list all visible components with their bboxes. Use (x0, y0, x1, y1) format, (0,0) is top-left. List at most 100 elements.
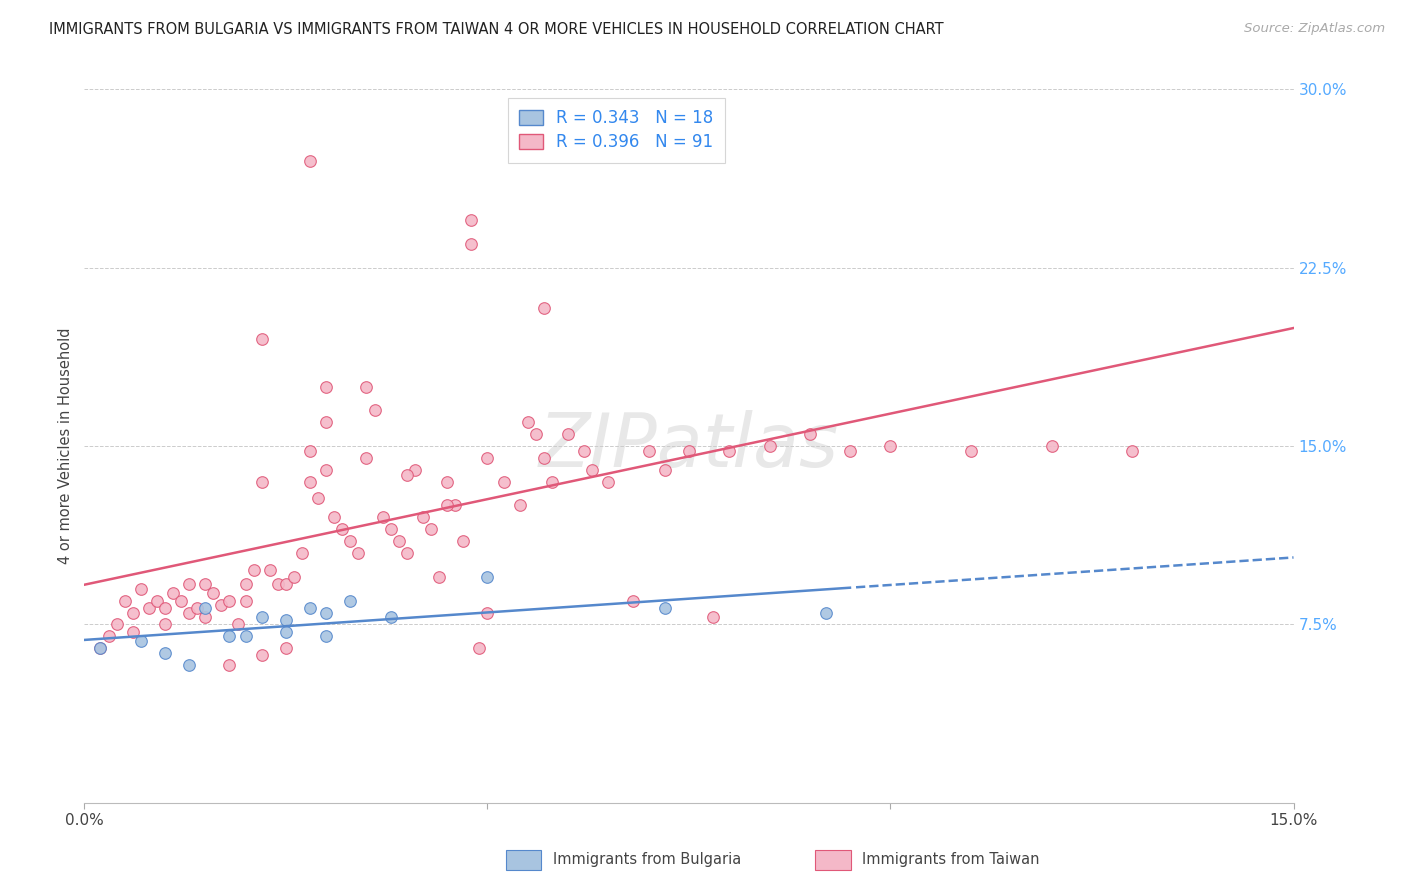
Point (477, 450, 499, 465)
Point (516, 415, 538, 429)
Point (572, 443, 595, 458)
Point (524, 427, 547, 442)
Point (581, 463, 603, 477)
Point (879, 439, 901, 453)
Point (412, 510, 434, 524)
Point (315, 606, 337, 620)
Point (202, 586, 225, 600)
Point (654, 463, 676, 477)
Point (283, 570, 305, 584)
Point (451, 534, 474, 549)
Text: Immigrants from Taiwan: Immigrants from Taiwan (862, 853, 1039, 867)
Point (235, 577, 257, 591)
Point (194, 610, 217, 624)
Point (218, 657, 240, 672)
Point (274, 613, 297, 627)
Point (1121, 443, 1143, 458)
Point (291, 546, 314, 560)
Point (460, 236, 482, 251)
Point (129, 634, 152, 648)
Point (235, 593, 257, 607)
Point (153, 646, 176, 660)
Point (121, 624, 143, 639)
Point (380, 522, 402, 536)
Point (388, 534, 411, 549)
Point (621, 593, 644, 607)
Point (179, 657, 201, 672)
Point (404, 463, 426, 477)
Point (380, 610, 402, 624)
Point (598, 475, 620, 489)
Text: ZIPatlas: ZIPatlas (538, 410, 839, 482)
Point (839, 443, 862, 458)
Point (468, 641, 491, 656)
Point (330, 522, 353, 536)
Point (153, 600, 176, 615)
Point (162, 586, 184, 600)
Point (250, 475, 273, 489)
Text: Source: ZipAtlas.com: Source: ZipAtlas.com (1244, 22, 1385, 36)
Point (509, 499, 531, 513)
Point (105, 617, 128, 632)
Point (179, 577, 201, 591)
Point (170, 593, 193, 607)
Point (146, 593, 169, 607)
Point (436, 475, 458, 489)
Point (637, 443, 659, 458)
Point (799, 427, 821, 442)
Point (323, 510, 346, 524)
Point (339, 534, 361, 549)
Point (371, 510, 394, 524)
Point (267, 577, 290, 591)
Point (654, 600, 676, 615)
Point (758, 439, 780, 453)
Point (533, 301, 555, 315)
Text: Immigrants from Bulgaria: Immigrants from Bulgaria (553, 853, 741, 867)
Point (274, 641, 297, 656)
Point (718, 443, 741, 458)
Point (315, 415, 337, 429)
Point (250, 332, 273, 346)
Point (299, 475, 322, 489)
Point (259, 563, 281, 577)
Point (347, 546, 370, 560)
Point (209, 599, 232, 613)
Point (339, 593, 361, 607)
Point (218, 593, 240, 607)
Point (960, 443, 983, 458)
Text: IMMIGRANTS FROM BULGARIA VS IMMIGRANTS FROM TAIWAN 4 OR MORE VEHICLES IN HOUSEHO: IMMIGRANTS FROM BULGARIA VS IMMIGRANTS F… (49, 22, 943, 37)
Point (89, 641, 111, 656)
Point (395, 546, 418, 560)
Point (235, 629, 257, 643)
Point (356, 450, 378, 465)
Point (1040, 439, 1063, 453)
Point (460, 213, 482, 227)
Point (194, 577, 217, 591)
Point (121, 606, 143, 620)
Point (179, 606, 201, 620)
Point (299, 443, 322, 458)
Point (477, 570, 499, 584)
Point (114, 593, 136, 607)
Point (420, 522, 443, 536)
Point (477, 606, 499, 620)
Point (307, 491, 329, 506)
Point (299, 153, 322, 168)
Point (89, 641, 111, 656)
Point (814, 606, 837, 620)
Point (541, 475, 564, 489)
Point (129, 582, 152, 596)
Point (557, 427, 579, 442)
Point (678, 443, 700, 458)
Point (274, 624, 297, 639)
Y-axis label: 4 or more Vehicles in Household: 4 or more Vehicles in Household (58, 327, 73, 565)
Point (250, 648, 273, 663)
Point (250, 610, 273, 624)
Point (533, 450, 555, 465)
Point (242, 563, 264, 577)
Point (702, 610, 724, 624)
Point (97, 629, 120, 643)
Point (153, 617, 176, 632)
Point (395, 467, 418, 482)
Point (427, 570, 450, 584)
